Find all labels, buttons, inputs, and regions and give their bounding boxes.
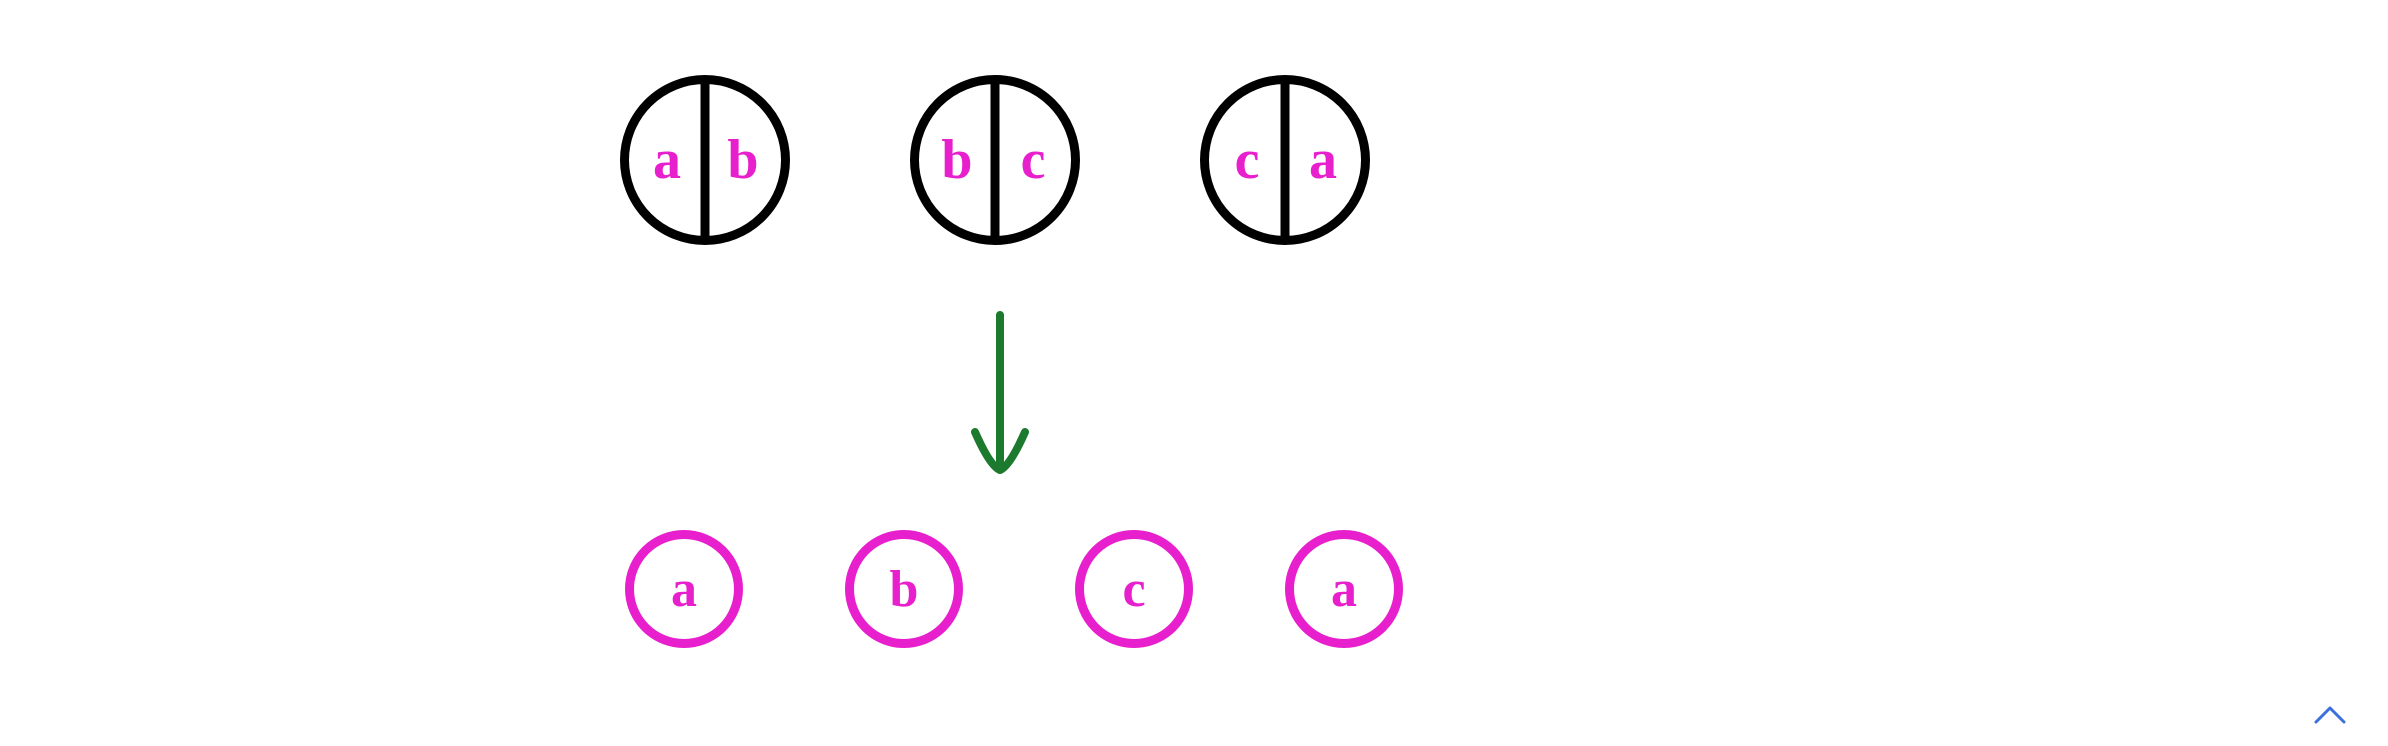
plain-circle-label: c xyxy=(1122,560,1145,619)
diagram-canvas: a b b c c a a b c a xyxy=(0,0,2388,746)
plain-circle-2: b xyxy=(845,530,963,648)
split-left-label: c xyxy=(1209,128,1285,192)
plain-circle-4: a xyxy=(1285,530,1403,648)
split-divider xyxy=(701,84,710,236)
plain-circle-1: a xyxy=(625,530,743,648)
split-right-label: b xyxy=(705,128,781,192)
split-circle-2: b c xyxy=(910,75,1080,245)
plain-circle-label: a xyxy=(671,560,697,619)
split-left-label: a xyxy=(629,128,705,192)
split-left-label: b xyxy=(919,128,995,192)
split-right-label: c xyxy=(995,128,1071,192)
split-circle-3: c a xyxy=(1200,75,1370,245)
plain-circle-label: a xyxy=(1331,560,1357,619)
split-right-label: a xyxy=(1285,128,1361,192)
plain-circle-3: c xyxy=(1075,530,1193,648)
arrow-svg xyxy=(960,310,1040,513)
plain-circle-label: b xyxy=(890,560,919,619)
chevron-up-icon[interactable] xyxy=(2310,700,2350,735)
split-circle-1: a b xyxy=(620,75,790,245)
down-arrow-icon xyxy=(960,310,1040,518)
split-divider xyxy=(1281,84,1290,236)
split-divider xyxy=(991,84,1000,236)
